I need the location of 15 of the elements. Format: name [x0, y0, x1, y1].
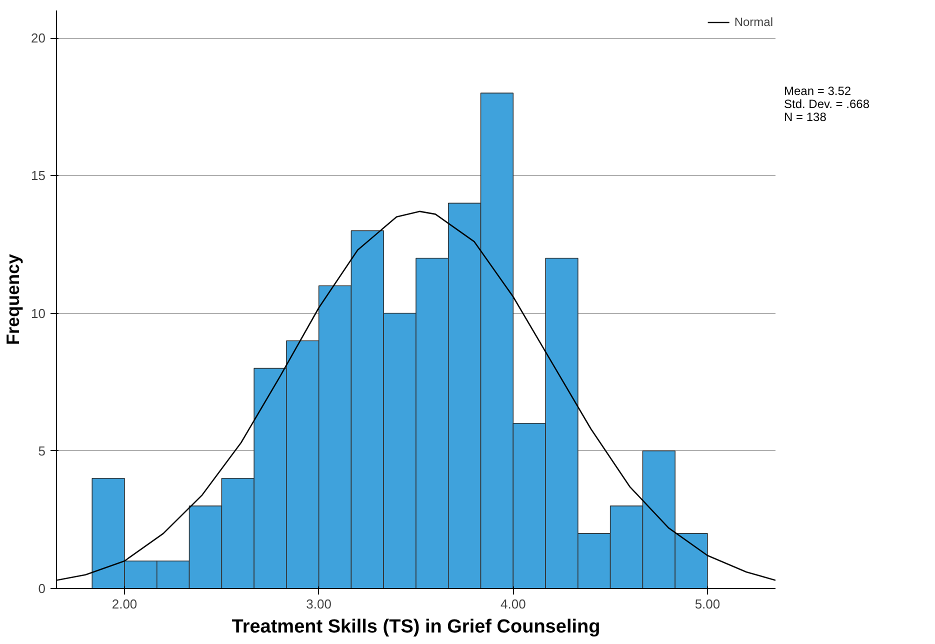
x-tick-label: 5.00 — [694, 596, 720, 612]
y-tick-label: 15 — [31, 168, 46, 184]
y-tick-label: 20 — [31, 30, 46, 46]
x-tick-label: 4.00 — [500, 596, 526, 612]
text: Mean = 3.52 — [784, 84, 852, 98]
text: Std. Dev. = .668 — [784, 97, 870, 112]
y-axis-title: Frequency — [3, 254, 24, 346]
y-tick-label: 10 — [31, 306, 46, 321]
x-tick-label: 2.00 — [112, 596, 138, 612]
text: N = 138 — [784, 110, 826, 124]
x-tick-label: 3.00 — [306, 596, 332, 612]
x-axis-title: Treatment Skills (TS) in Grief Counseling — [232, 616, 600, 638]
y-tick-label: 5 — [38, 443, 46, 458]
legend-label: Normal — [734, 15, 773, 29]
y-tick-label: 0 — [38, 581, 46, 596]
